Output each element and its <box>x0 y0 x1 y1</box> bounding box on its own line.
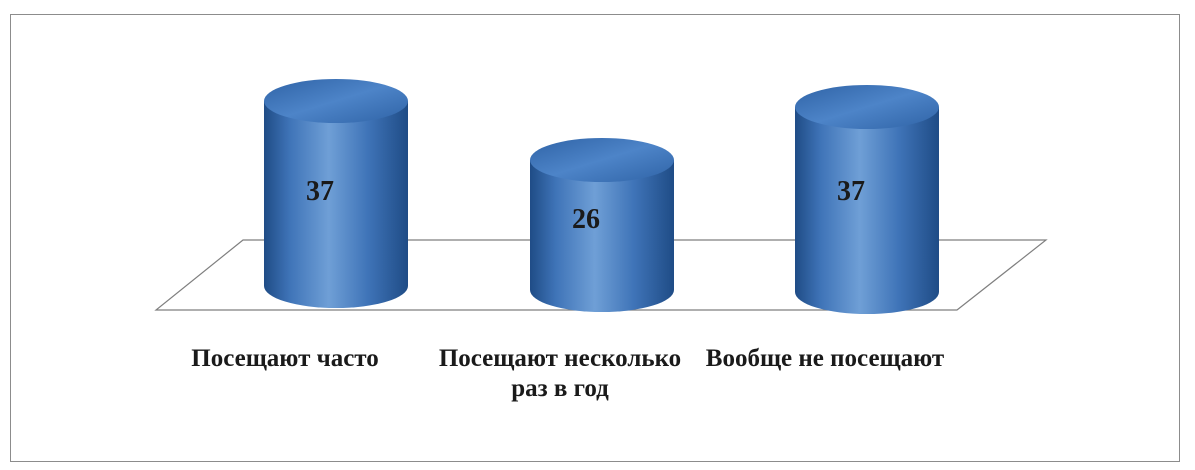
data-label-1: 26 <box>572 204 600 235</box>
cylinder-body-0 <box>264 101 408 308</box>
cylinder-top-0 <box>264 79 408 123</box>
cylinder-body-2 <box>795 107 939 314</box>
cylinder-top-2 <box>795 85 939 129</box>
cylinder-body-1 <box>530 160 674 312</box>
category-label-1: Посещают несколько раз в год <box>438 345 682 402</box>
category-label-0: Посещают часто <box>191 345 379 372</box>
data-label-0: 37 <box>306 176 334 207</box>
cylinder-bar-1: 26 <box>530 138 674 312</box>
data-label-2: 37 <box>837 176 865 207</box>
cylinder-bar-0: 37 <box>264 79 408 308</box>
bars-layer: 37 26 37 <box>264 79 939 314</box>
cylinder-bar-2: 37 <box>795 85 939 314</box>
category-label-2: Вообще не посещают <box>705 345 945 372</box>
cylinder-top-1 <box>530 138 674 182</box>
